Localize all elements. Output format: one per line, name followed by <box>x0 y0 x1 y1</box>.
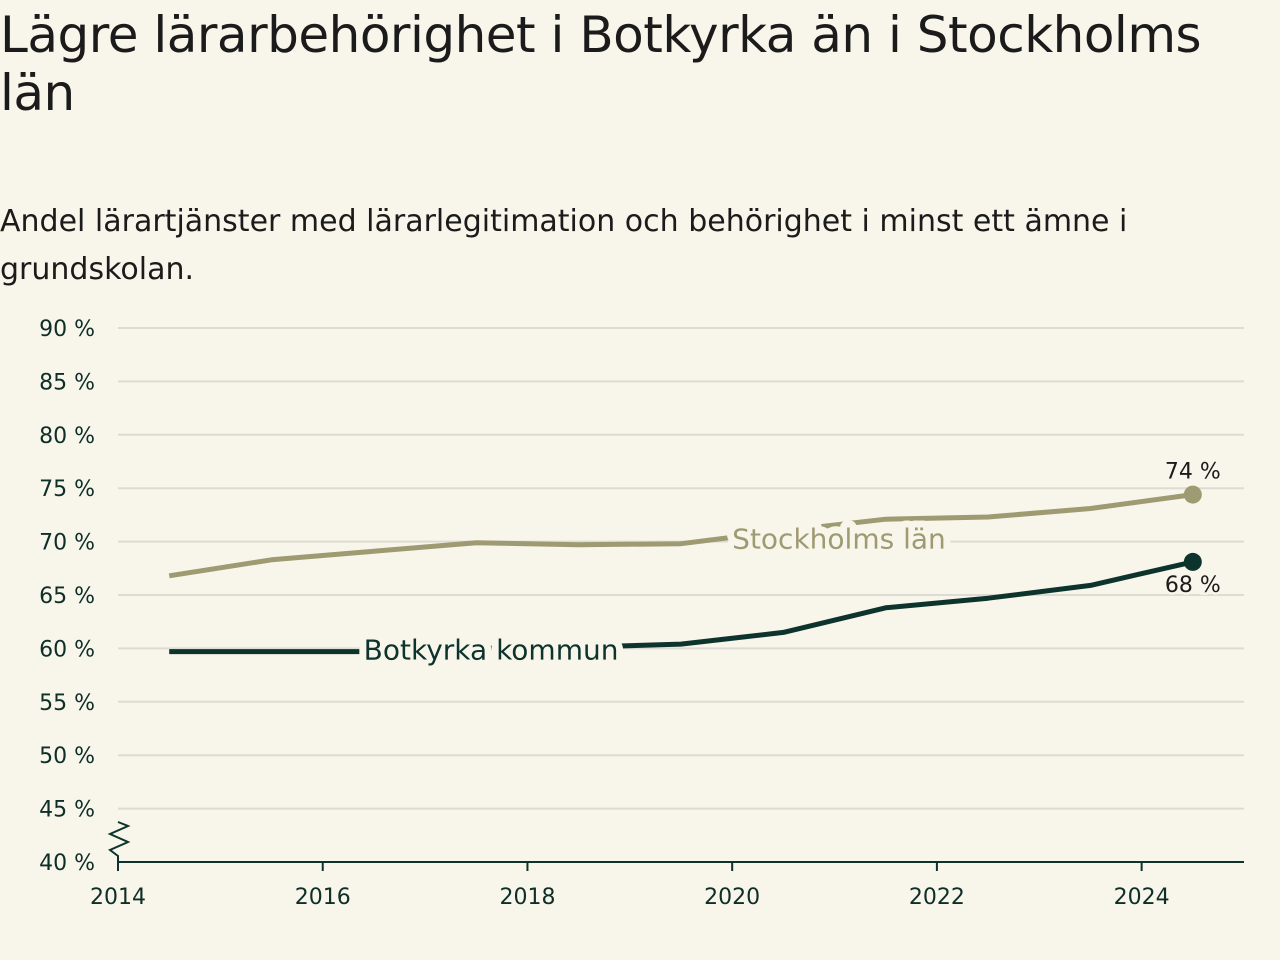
x-tick-label: 2024 <box>1114 885 1170 910</box>
y-tick-label: 45 % <box>39 798 95 823</box>
end-point <box>1183 485 1202 504</box>
y-tick-label: 60 % <box>39 637 95 662</box>
gridlines <box>118 327 1244 810</box>
x-tick-label: 2014 <box>90 885 146 910</box>
botkyrka-label: Botkyrka kommun <box>364 633 619 666</box>
y-tick-label: 80 % <box>39 424 95 449</box>
stockholm-line <box>168 492 1194 579</box>
y-tick-label: 55 % <box>39 691 95 716</box>
end-value-label: 74 % <box>1165 460 1221 485</box>
end-point <box>1183 552 1202 571</box>
series-lines <box>168 485 1202 655</box>
x-axis: 2014 2016 2018 2020 2022 2024 <box>90 821 1244 910</box>
chart-subtitle: Andel lärartjänster med lärarlegitimatio… <box>0 204 1128 287</box>
y-tick-label: 75 % <box>39 477 95 502</box>
end-value-label: 68 % <box>1165 573 1221 598</box>
x-tick-label: 2018 <box>499 885 555 910</box>
y-axis-labels: 40 % 45 % 50 % 55 % 60 % 65 % 70 % 75 % 80 % 85 %… <box>39 317 95 876</box>
y-tick-label: 70 % <box>39 531 95 556</box>
x-tick-label: 2020 <box>704 885 760 910</box>
y-tick-label: 65 % <box>39 584 95 609</box>
axis-break-icon <box>107 821 131 862</box>
x-tick-label: 2016 <box>295 885 351 910</box>
botkyrka-line <box>169 559 1194 655</box>
y-tick-label: 85 % <box>39 370 95 395</box>
y-tick-label: 40 % <box>39 851 95 876</box>
stockholm-label: Stockholms län <box>732 522 946 555</box>
x-tick-label: 2022 <box>909 885 965 910</box>
y-tick-label: 50 % <box>39 744 95 769</box>
series-labels: 74 % 68 % Stockholms län Botkyrka kommun <box>357 457 1224 673</box>
chart-title: Lägre lärarbehörighet i Botkyrka än i St… <box>0 6 1202 122</box>
y-tick-label: 90 % <box>39 317 95 342</box>
